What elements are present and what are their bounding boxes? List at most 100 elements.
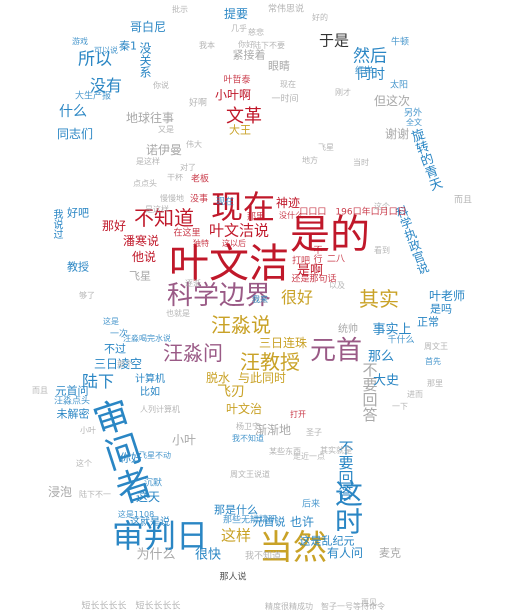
cloud-word: 比如 <box>140 387 160 398</box>
cloud-word: 游戏 <box>72 37 88 46</box>
cloud-word: 我说过 <box>51 209 62 239</box>
cloud-word: 人列计算机 <box>140 405 180 414</box>
cloud-word: 也许 <box>289 515 315 529</box>
cloud-word: 提要 <box>223 7 249 21</box>
cloud-word: 文革 <box>226 106 262 127</box>
cloud-word: 谢谢 <box>384 127 410 141</box>
cloud-word: 汪淼说 <box>211 313 271 337</box>
cloud-word: 秦1 <box>119 39 137 53</box>
cloud-word: 地方 <box>302 156 318 165</box>
cloud-word: 精度很精成功 智子一号等待命令 <box>265 602 385 611</box>
cloud-word: 逐渐 <box>185 279 201 288</box>
cloud-word: 小叶啊 <box>214 88 252 102</box>
cloud-word: 圣子 <box>306 428 322 437</box>
cloud-word: 周文王说道 <box>230 470 270 479</box>
cloud-word: 这个 <box>76 459 92 468</box>
cloud-word: 可以说 <box>94 46 118 55</box>
cloud-word: 这就是说 <box>130 517 170 528</box>
cloud-word: 叶老师 <box>428 289 466 303</box>
cloud-word: 是这样 <box>145 205 169 214</box>
cloud-word: 常伟思说 <box>267 4 305 15</box>
cloud-word: 首先 <box>425 357 441 366</box>
cloud-word: 同时 <box>357 67 385 83</box>
cloud-word: 现在 <box>210 188 276 226</box>
cloud-word: 叶哲泰 <box>223 75 251 86</box>
cloud-word: 是的 <box>290 212 370 258</box>
cloud-word: 统帅 <box>338 324 358 335</box>
cloud-word: 没有 <box>89 76 123 95</box>
cloud-word: 刚才 <box>335 88 351 97</box>
cloud-word: 元首问 <box>55 384 89 398</box>
cloud-word: 不行 <box>311 245 322 263</box>
cloud-word: 叶文治 <box>225 402 263 416</box>
cloud-word: 进而 <box>407 390 423 399</box>
cloud-word: 没什么 <box>279 211 303 220</box>
cloud-word: 元首 <box>309 336 363 366</box>
cloud-word: 慢慢地 <box>160 194 184 203</box>
cloud-word: 当然 <box>259 528 327 568</box>
cloud-word: 好的 <box>312 13 328 22</box>
cloud-word: 这是 <box>103 317 119 326</box>
cloud-word: 那人说 <box>219 572 247 583</box>
cloud-word: 紧接着 <box>232 48 266 62</box>
cloud-word: 那里 <box>427 379 443 388</box>
cloud-word: 不知道 <box>134 206 194 230</box>
cloud-word: 这天 <box>135 490 161 504</box>
cloud-word: 不要回答 <box>336 440 355 500</box>
cloud-word: 这时 <box>331 479 364 535</box>
cloud-word: 但是 <box>252 295 268 304</box>
cloud-word: 没事 <box>189 194 209 205</box>
cloud-word: 但这次 <box>373 94 411 108</box>
cloud-word: 这是1108 <box>117 510 155 519</box>
cloud-word: 汪淼喝完水说 <box>123 334 171 343</box>
cloud-word: 三日凌空 <box>93 357 143 371</box>
cloud-word: 汪淼点头 <box>53 396 91 407</box>
cloud-word: 打开 <box>290 410 306 419</box>
cloud-word: 这是乱纪元 <box>299 534 355 548</box>
cloud-word: 小叶 <box>171 433 197 447</box>
cloud-word: 你好 <box>238 40 254 49</box>
cloud-word: 很快 <box>194 547 222 563</box>
cloud-word: 干杯 <box>167 173 183 182</box>
cloud-word: 陆下不要 <box>253 41 285 50</box>
cloud-word: 看到 <box>374 246 390 255</box>
cloud-word: 然后 <box>353 46 387 67</box>
cloud-word: 太阳 <box>389 80 409 91</box>
cloud-word: 什么 <box>59 104 87 120</box>
cloud-word: 周文王 <box>424 342 448 351</box>
cloud-word: 汪教授 <box>240 350 300 374</box>
cloud-word: 我不知道 <box>244 551 282 562</box>
cloud-word: 潘寒说 <box>122 234 160 248</box>
cloud-word: 那些无辨精研 <box>222 515 278 526</box>
cloud-word: 全文 <box>406 118 422 127</box>
cloud-word: 慈悲 <box>248 28 264 37</box>
cloud-word: 再见 <box>361 598 377 607</box>
cloud-word: 于是 <box>318 31 350 50</box>
cloud-word: 老板 <box>190 174 210 185</box>
cloud-word: 地球往事 <box>125 111 175 125</box>
cloud-word: 点点头 <box>133 179 157 188</box>
cloud-word: 那好 <box>101 219 127 233</box>
cloud-word: 而且 <box>453 195 473 206</box>
cloud-word: 某些东西 <box>269 447 301 456</box>
cloud-word: 飞星 <box>318 143 334 152</box>
cloud-word: 教授 <box>67 260 89 274</box>
cloud-word: 在这里 <box>173 228 201 239</box>
cloud-word: 飞星不动 <box>139 451 171 460</box>
cloud-word: 而且 <box>32 386 48 395</box>
cloud-word: 同志们 <box>56 127 94 141</box>
cloud-word: 一次 <box>109 329 129 340</box>
cloud-word: 短长长长长 短长长长长 <box>81 601 181 612</box>
cloud-word: 红岸 <box>354 66 374 77</box>
cloud-word: 对了 <box>180 163 196 172</box>
cloud-word: 与此同时 <box>237 371 287 385</box>
cloud-word: 好啊 <box>188 98 208 109</box>
cloud-word: 又是 <box>158 125 174 134</box>
cloud-word: 诺伊曼 <box>145 143 183 157</box>
cloud-word: 好吧 <box>67 206 89 220</box>
cloud-word: 计算机 <box>135 374 165 385</box>
cloud-word: 所以 <box>78 49 112 70</box>
cloud-word: 是吗 <box>430 302 452 316</box>
cloud-word: 你说 <box>153 81 169 90</box>
cloud-word: 现在 <box>280 80 296 89</box>
